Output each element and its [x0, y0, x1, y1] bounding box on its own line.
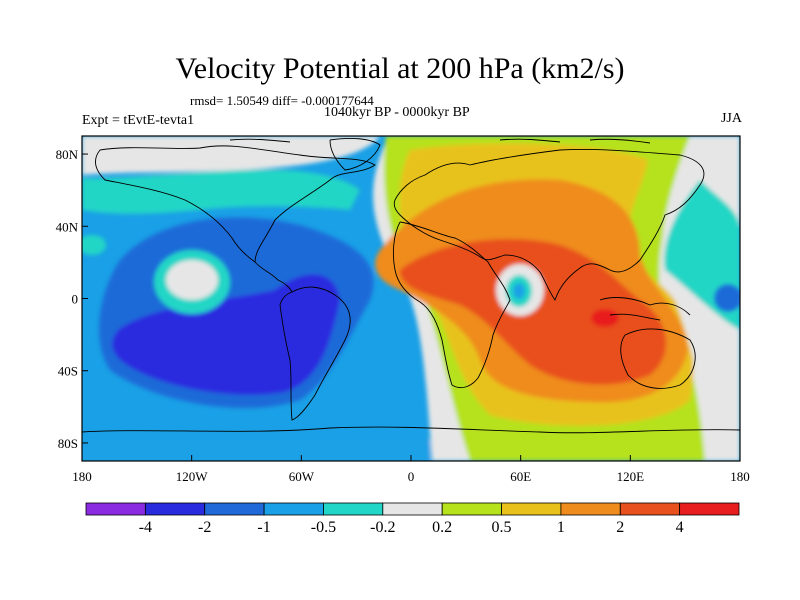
lat-tick-label: 80N	[56, 147, 79, 162]
greenland-coast	[329, 137, 381, 171]
antarctica-coast	[82, 426, 740, 434]
lon-tick-label: 180	[72, 469, 92, 484]
colorbar-label: -0.5	[310, 519, 337, 536]
colorbar-label: 1	[556, 519, 565, 536]
north-america-coast	[94, 145, 376, 293]
colorbar	[85, 502, 740, 516]
colorbar-swatch	[144, 502, 206, 516]
colorbar-label: -2	[198, 519, 212, 536]
indonesia-coast	[599, 297, 691, 321]
colorbar-label: 4	[675, 519, 684, 536]
colorbar-swatch	[85, 502, 146, 516]
plot-title: Velocity Potential at 200 hPa (km2/s)	[175, 52, 625, 85]
lat-tick-label: 0	[72, 292, 79, 307]
lon-tick-label: 60E	[510, 469, 531, 484]
lat-tick-label: 80S	[58, 436, 78, 451]
lon-tick-label: 120W	[176, 469, 209, 484]
colorbar-label: -0.2	[370, 519, 396, 536]
coastlines	[82, 137, 740, 434]
colorbar-label: 0.2	[432, 519, 453, 536]
lon-tick-label: 120E	[617, 469, 645, 484]
colorbar-swatch	[560, 502, 621, 516]
colorbar-swatch	[619, 502, 681, 516]
colorbar-label: -4	[138, 519, 153, 536]
colorbar-label: -1	[257, 519, 271, 536]
lat-tick-label: 40S	[58, 364, 78, 379]
australia-coast	[620, 328, 696, 389]
latitude-axis: 80N 40N 0 40S 80S	[56, 147, 88, 451]
lon-tick-label: 180	[730, 469, 750, 484]
africa-coast	[392, 221, 511, 389]
arctic-islands	[229, 138, 651, 144]
south-america-coast	[279, 286, 351, 421]
longitude-axis: 180 120W 60W 0 60E 120E 180	[72, 455, 750, 484]
experiment-label: Expt = tEvtE-tevta1	[82, 113, 195, 128]
colorbar-swatch	[501, 502, 562, 516]
colorbar-swatch	[323, 502, 384, 516]
lon-tick-label: 60W	[289, 469, 315, 484]
lat-tick-label: 40N	[56, 219, 79, 234]
colorbar-label: 0.5	[491, 519, 512, 536]
velocity-potential-field	[82, 136, 740, 461]
colorbar-label: 2	[616, 519, 625, 536]
colorbar-swatch	[204, 502, 265, 516]
colorbar-swatch	[441, 502, 502, 516]
period-label: 1040kyr BP - 0000kyr BP	[324, 105, 470, 120]
season-label: JJA	[720, 111, 742, 126]
stats-text: rmsd= 1.50549 diff= -0.000177644	[190, 93, 374, 108]
europe-asia-coast	[393, 149, 705, 301]
colorbar-swatch	[382, 502, 443, 516]
colorbar-swatch	[679, 502, 740, 516]
lon-tick-label: 0	[408, 469, 415, 484]
colorbar-swatch	[263, 502, 324, 516]
